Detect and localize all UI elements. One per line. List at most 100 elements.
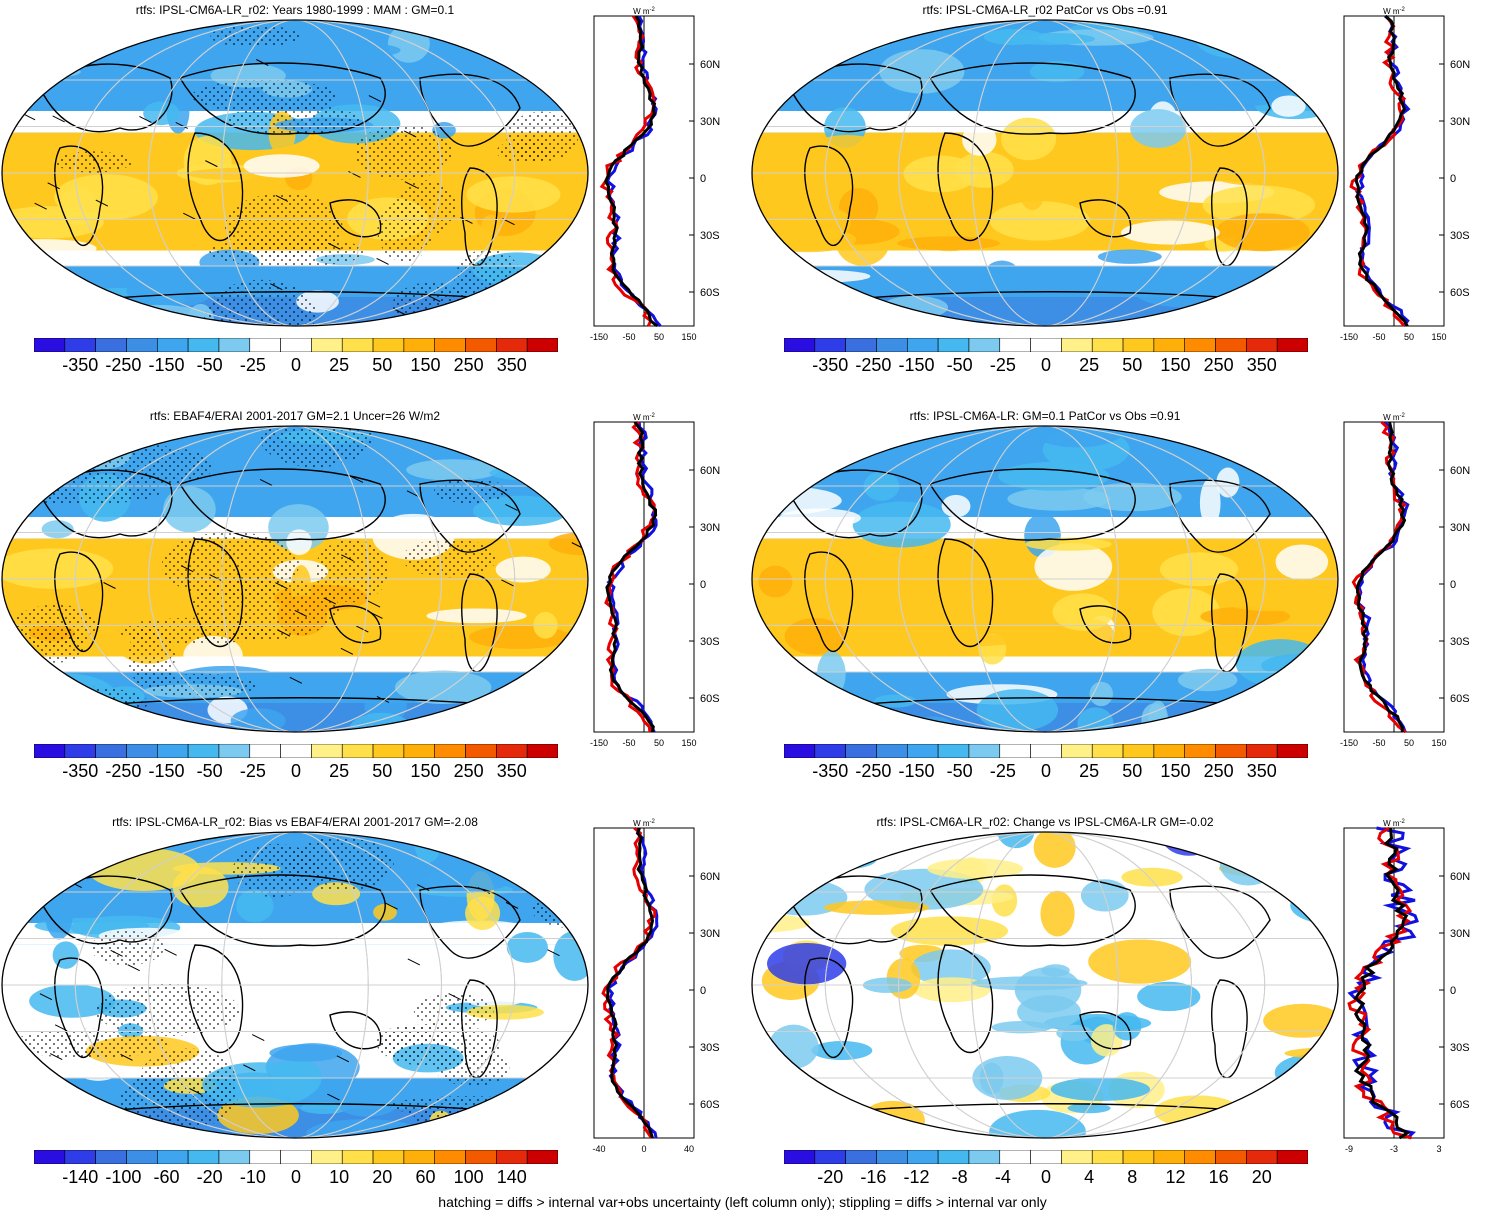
profile-unit-exponent: -2 xyxy=(1400,7,1406,13)
colorbar-tick-label: 150 xyxy=(1160,761,1191,781)
colorbar-tick-label: 100 xyxy=(453,1167,484,1187)
profile-line xyxy=(605,827,659,1139)
profile-lat-label: 0 xyxy=(1450,985,1456,997)
colorbar-tick-label: 50 xyxy=(1122,761,1143,781)
colorbar-tick-label: -100 xyxy=(105,1167,142,1187)
colorbar-tick-label: 0 xyxy=(1040,1167,1052,1187)
profile-lat-label: 60N xyxy=(1450,871,1470,883)
profile-x-tick: 50 xyxy=(1404,738,1414,748)
profile-lat-label: 60N xyxy=(1450,465,1470,477)
colorbar-tick-label: 25 xyxy=(329,761,350,781)
profile-line xyxy=(1353,827,1411,1140)
colorbar-labels: -350 -250 -150 -50 -25 0 25 50 150 250 350 xyxy=(34,355,558,379)
profile-unit-exponent: -2 xyxy=(650,413,656,419)
colorbar-tick-label: 0 xyxy=(1040,355,1052,375)
colorbar-tick-label: 0 xyxy=(290,761,302,781)
profile-x-tick: 40 xyxy=(684,1144,694,1154)
profile-x-tick: 150 xyxy=(1431,332,1446,342)
robinson-map xyxy=(1,831,589,1139)
colorbar-tick-label: 50 xyxy=(372,761,393,781)
colorbar-tick-label: -250 xyxy=(855,355,892,375)
profile-lat-label: 30N xyxy=(700,522,720,534)
colorbar-tick-label: 350 xyxy=(496,355,527,375)
colorbar-tick-label: -8 xyxy=(951,1167,968,1187)
colorbar-tick-label: -25 xyxy=(239,355,266,375)
zonal-profile: W m-2 60N 30N 0 30S 60S -150 -50 50 150 xyxy=(590,413,720,748)
profile-line xyxy=(1355,421,1407,733)
profile-x-tick: 50 xyxy=(654,332,664,342)
profile-line xyxy=(604,420,658,733)
colorbar-tick-label: -350 xyxy=(812,355,849,375)
profile-line xyxy=(1354,14,1409,327)
zonal-profile: W m-2 60N 30N 0 30S 60S -40 0 40 xyxy=(592,819,720,1154)
profile-x-tick: 0 xyxy=(641,1144,646,1154)
profile-lat-label: 0 xyxy=(1450,173,1456,185)
zonal-profile: W m-2 60N 30N 0 30S 60S -150 -50 50 150 xyxy=(590,7,720,342)
colorbar-tick-label: -12 xyxy=(903,1167,930,1187)
colorbar-tick-label: -350 xyxy=(62,355,99,375)
profile-x-tick: -9 xyxy=(1345,1144,1353,1154)
colorbar xyxy=(784,744,1308,758)
profile-line xyxy=(605,421,657,733)
profile-x-tick: -150 xyxy=(590,738,608,748)
profile-lat-label: 60S xyxy=(1450,693,1470,705)
colorbar-labels: -350 -250 -150 -50 -25 0 25 50 150 250 350 xyxy=(34,761,558,785)
colorbar-tick-label: 350 xyxy=(1246,355,1277,375)
colorbar-tick-label: -350 xyxy=(812,761,849,781)
colorbar-tick-label: 150 xyxy=(410,761,441,781)
profile-lat-label: 30S xyxy=(1450,1042,1470,1054)
profile-line xyxy=(604,15,659,328)
colorbar-tick-label: 10 xyxy=(329,1167,350,1187)
zonal-profile: W m-2 60N 30N 0 30S 60S -150 -50 50 150 xyxy=(1340,7,1470,342)
colorbar-tick-label: 150 xyxy=(1160,355,1191,375)
profile-lat-label: 60N xyxy=(1450,59,1470,71)
profile-lat-label: 60S xyxy=(700,1099,720,1111)
profile-lat-label: 30S xyxy=(700,636,720,648)
colorbar-tick-label: -20 xyxy=(817,1167,844,1187)
profile-lat-label: 60S xyxy=(700,693,720,705)
colorbar-labels: -350 -250 -150 -50 -25 0 25 50 150 250 350 xyxy=(784,761,1308,785)
colorbar-tick-label: 25 xyxy=(329,355,350,375)
colorbar-tick-label: -50 xyxy=(196,355,223,375)
robinson-map xyxy=(751,19,1339,327)
profile-unit: W m-2 xyxy=(1383,413,1405,422)
colorbar-tick-label: -50 xyxy=(946,761,973,781)
robinson-map xyxy=(751,425,1339,733)
profile-lat-label: 0 xyxy=(1450,579,1456,591)
map-title: rtfs: IPSL-CM6A-LR_r02: Change vs IPSL-C… xyxy=(876,815,1214,829)
colorbar-tick-label: -20 xyxy=(196,1167,223,1187)
colorbar-tick-label: 150 xyxy=(410,355,441,375)
panel-p4: rtfs: IPSL-CM6A-LR: GM=0.1 PatCor vs Obs… xyxy=(750,406,1485,806)
colorbar-tick-label: -25 xyxy=(989,761,1016,781)
colorbar xyxy=(784,338,1308,352)
colorbar-tick-label: 25 xyxy=(1079,761,1100,781)
profile-unit: W m-2 xyxy=(1383,7,1405,16)
profile-unit: W m-2 xyxy=(633,413,655,422)
profile-unit: W m-2 xyxy=(633,7,655,16)
panel-p1: rtfs: IPSL-CM6A-LR_r02: Years 1980-1999 … xyxy=(0,0,740,400)
profile-lat-label: 0 xyxy=(700,579,706,591)
profile-x-tick: -50 xyxy=(622,332,635,342)
colorbar-tick-label: 4 xyxy=(1084,1167,1095,1187)
profile-x-tick: 50 xyxy=(1404,332,1414,342)
colorbar-tick-label: 0 xyxy=(290,355,302,375)
profile-lat-label: 30N xyxy=(700,928,720,940)
profile-unit-exponent: -2 xyxy=(650,7,656,13)
colorbar-tick-label: 20 xyxy=(1251,1167,1272,1187)
map-title: rtfs: EBAF4/ERAI 2001-2017 GM=2.1 Uncer=… xyxy=(149,409,441,423)
colorbar-tick-label: -25 xyxy=(239,761,266,781)
profile-unit-exponent: -2 xyxy=(1400,819,1406,825)
colorbar-tick-label: -4 xyxy=(994,1167,1011,1187)
map-title: rtfs: IPSL-CM6A-LR_r02: Bias vs EBAF4/ER… xyxy=(112,815,478,829)
colorbar-tick-label: 250 xyxy=(1203,355,1234,375)
profile-x-tick: -3 xyxy=(1390,1144,1398,1154)
colorbar-tick-label: 0 xyxy=(1040,761,1052,781)
colorbar-tick-label: 250 xyxy=(453,355,484,375)
colorbar-tick-label: -250 xyxy=(105,761,142,781)
colorbar-tick-label: -150 xyxy=(898,761,935,781)
profile-lat-label: 60N xyxy=(700,465,720,477)
profile-unit: W m-2 xyxy=(1383,819,1405,828)
profile-x-tick: 3 xyxy=(1436,1144,1441,1154)
profile-lat-label: 30N xyxy=(1450,928,1470,940)
panel-p2: rtfs: IPSL-CM6A-LR_r02 PatCor vs Obs =0.… xyxy=(750,0,1485,400)
